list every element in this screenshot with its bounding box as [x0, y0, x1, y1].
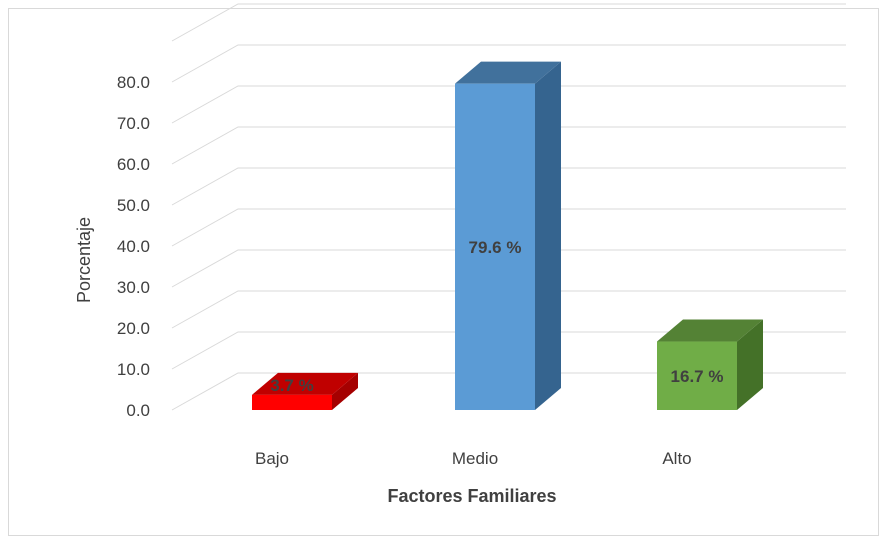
bar-side: [535, 61, 561, 410]
y-tick-label: 10.0: [117, 360, 150, 379]
y-tick-label: 70.0: [117, 114, 150, 133]
y-tick-label: 60.0: [117, 155, 150, 174]
gridline: [171, 290, 846, 329]
y-tick-label: 0.0: [126, 401, 150, 420]
bar-top: [455, 61, 561, 84]
gridline: [171, 372, 846, 411]
category-label: Bajo: [255, 449, 289, 468]
bar-alto: 16.7 %: [657, 319, 763, 410]
data-label: 16.7 %: [671, 367, 724, 386]
gridlines: [171, 3, 846, 411]
y-tick-label: 50.0: [117, 196, 150, 215]
gridline: [171, 208, 846, 247]
y-tick-label: 30.0: [117, 278, 150, 297]
bar-front: [455, 83, 535, 410]
bar-medio: 79.6 %: [455, 61, 561, 410]
category-label: Alto: [662, 449, 691, 468]
y-tick-label: 80.0: [117, 73, 150, 92]
x-axis-title: Factores Familiares: [387, 486, 556, 506]
category-label: Medio: [452, 449, 498, 468]
bar-bajo: 3.7 %: [252, 372, 358, 410]
bar-top: [252, 372, 358, 395]
gridline: [171, 44, 846, 83]
bars: 3.7 % 79.6 % 16.7 %: [252, 61, 763, 410]
data-label: 3.7 %: [270, 376, 313, 395]
y-tick-label: 20.0: [117, 319, 150, 338]
bar-front: [657, 341, 737, 410]
y-tick-labels: 0.0 10.0 20.0 30.0 40.0 50.0 60.0 70.0 80.0: [117, 73, 150, 420]
gridline: [171, 249, 846, 288]
bar-top: [657, 319, 763, 342]
category-labels: Bajo Medio Alto: [255, 449, 692, 468]
y-axis-title: Porcentaje: [74, 217, 94, 303]
gridline: [171, 3, 846, 42]
bar-front: [252, 394, 332, 410]
data-label: 79.6 %: [469, 238, 522, 257]
y-tick-label: 40.0: [117, 237, 150, 256]
gridline: [171, 331, 846, 370]
gridline: [171, 126, 846, 165]
gridline: [171, 167, 846, 206]
bar-side: [332, 372, 358, 410]
gridline: [171, 85, 846, 124]
chart-frame: [8, 8, 879, 536]
bar-side: [737, 319, 763, 410]
